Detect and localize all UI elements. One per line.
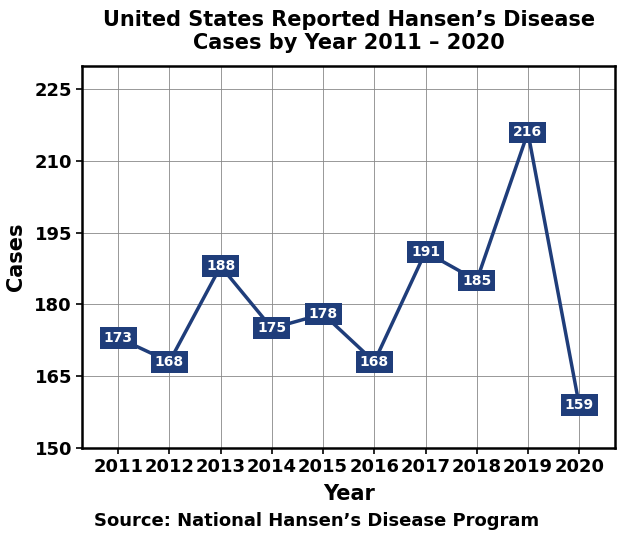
Text: 159: 159 [564, 397, 593, 412]
Text: 168: 168 [359, 355, 389, 369]
Text: 191: 191 [411, 245, 440, 259]
Y-axis label: Cases: Cases [6, 222, 26, 291]
Text: 188: 188 [206, 259, 235, 273]
Text: 173: 173 [104, 331, 133, 345]
Text: Source: National Hansen’s Disease Program: Source: National Hansen’s Disease Progra… [94, 512, 540, 530]
Text: 175: 175 [257, 321, 287, 335]
Text: 216: 216 [514, 126, 543, 139]
Title: United States Reported Hansen’s Disease
Cases by Year 2011 – 2020: United States Reported Hansen’s Disease … [103, 10, 595, 53]
X-axis label: Year: Year [323, 484, 375, 505]
Text: 178: 178 [309, 307, 338, 321]
Text: 168: 168 [155, 355, 184, 369]
Text: 185: 185 [462, 274, 491, 288]
